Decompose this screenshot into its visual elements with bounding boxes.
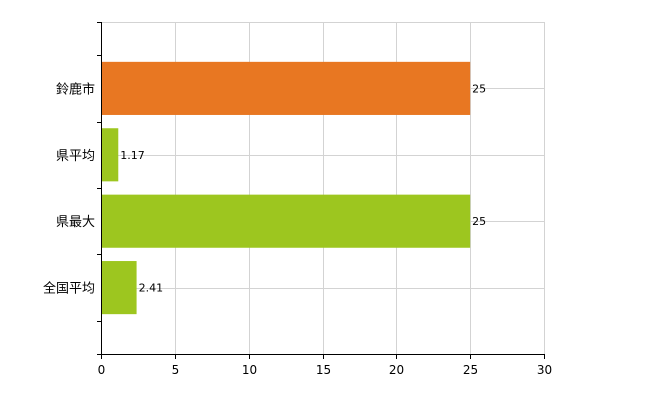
data-label: 1.17: [120, 149, 145, 162]
x-tick-label: 20: [389, 363, 404, 377]
y-tick-label: 全国平均: [43, 281, 95, 297]
y-tick-label: 県平均: [56, 149, 95, 164]
bar: [101, 261, 137, 315]
x-tick-label: 0: [98, 363, 106, 377]
x-tick-label: 25: [463, 363, 478, 377]
bar: [101, 61, 471, 115]
x-tick-label: 5: [172, 363, 180, 377]
data-label: 25: [472, 215, 486, 228]
bar: [101, 194, 471, 248]
axis-layer: [97, 22, 545, 359]
x-tick-label: 30: [537, 363, 552, 377]
y-tick-label: 県最大: [56, 215, 95, 230]
x-tick-label: 15: [316, 363, 331, 377]
y-tick-label: 鈴鹿市: [56, 81, 95, 97]
bar: [101, 128, 119, 182]
data-label: 2.41: [139, 282, 164, 295]
bar-layer: [101, 61, 471, 315]
data-label: 25: [472, 82, 486, 95]
x-tick-label: 10: [242, 363, 257, 377]
